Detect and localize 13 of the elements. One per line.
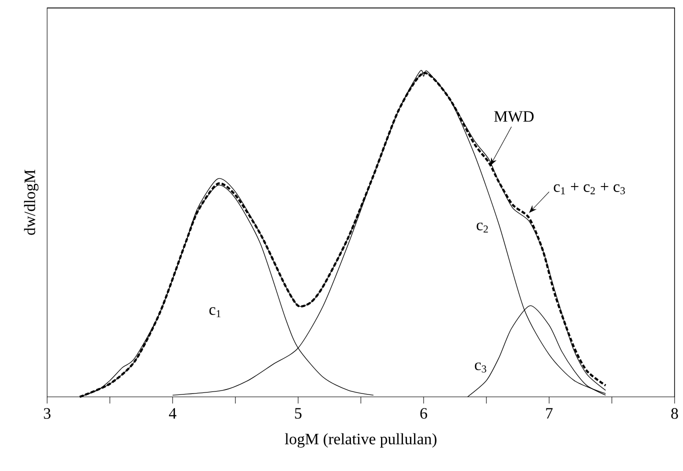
x-tick-label: 6 bbox=[420, 408, 428, 419]
x-tick-label: 4 bbox=[168, 408, 176, 418]
x-tick-label: 5 bbox=[295, 408, 302, 419]
series-label: MWD bbox=[494, 111, 534, 122]
x-tick-label: 3 bbox=[44, 408, 50, 419]
x-tick-label: 8 bbox=[671, 408, 678, 419]
x-axis-title: logM (relative pullulan) bbox=[284, 433, 436, 448]
text: c$_{1}$ bbox=[209, 307, 220, 318]
text: c$_{1}$ + c$_{2}$ + c$_{3}$ bbox=[554, 182, 625, 194]
series-label: c$_{3}$ bbox=[474, 362, 486, 372]
x-tick-label: 7 bbox=[546, 408, 553, 418]
y-axis-title: dw/dlogM bbox=[24, 170, 38, 235]
series-label: c$_{2}$ bbox=[476, 222, 488, 232]
